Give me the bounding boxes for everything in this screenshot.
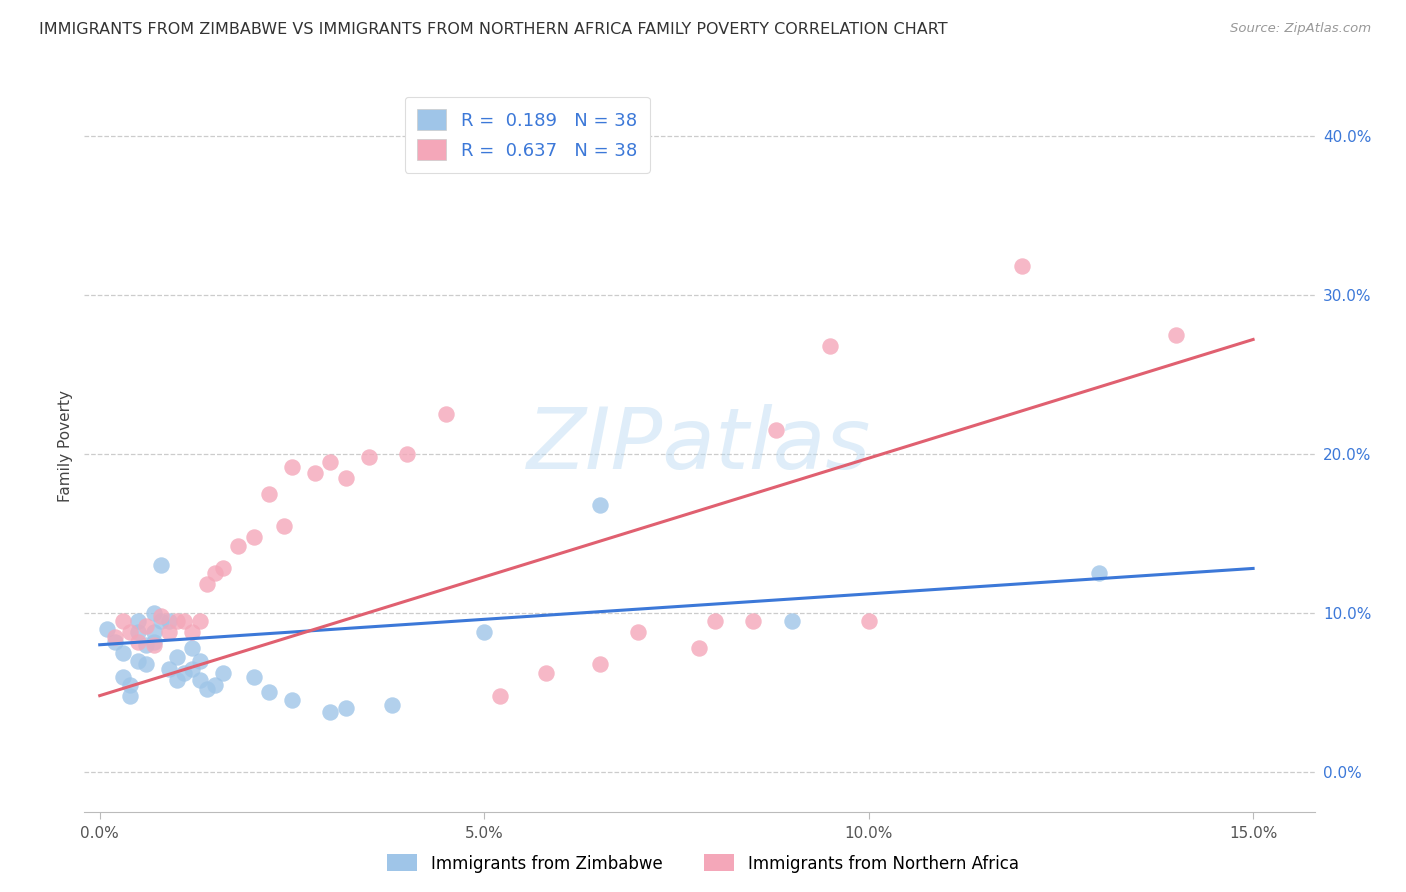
- Point: [765, 423, 787, 437]
- Point: [181, 662, 204, 676]
- Point: [142, 638, 165, 652]
- Text: Source: ZipAtlas.com: Source: ZipAtlas.com: [1230, 22, 1371, 36]
- Point: [689, 640, 711, 655]
- Point: [135, 657, 157, 671]
- Point: [335, 701, 357, 715]
- Text: IMMIGRANTS FROM ZIMBABWE VS IMMIGRANTS FROM NORTHERN AFRICA FAMILY POVERTY CORRE: IMMIGRANTS FROM ZIMBABWE VS IMMIGRANTS F…: [39, 22, 948, 37]
- Point: [396, 447, 419, 461]
- Point: [188, 614, 211, 628]
- Point: [142, 634, 165, 648]
- Point: [304, 466, 326, 480]
- Point: [120, 625, 142, 640]
- Point: [319, 705, 342, 719]
- Point: [204, 677, 226, 691]
- Point: [1088, 566, 1111, 581]
- Point: [111, 669, 134, 683]
- Point: [111, 646, 134, 660]
- Point: [166, 614, 188, 628]
- Point: [150, 558, 173, 573]
- Text: ZIPatlas: ZIPatlas: [527, 404, 872, 488]
- Point: [188, 654, 211, 668]
- Point: [273, 518, 295, 533]
- Point: [135, 638, 157, 652]
- Point: [257, 486, 280, 500]
- Point: [281, 693, 304, 707]
- Point: [588, 498, 610, 512]
- Point: [381, 698, 404, 713]
- Point: [142, 606, 165, 620]
- Point: [197, 577, 219, 591]
- Point: [335, 471, 357, 485]
- Point: [127, 625, 149, 640]
- Legend: R =  0.189   N = 38, R =  0.637   N = 38: R = 0.189 N = 38, R = 0.637 N = 38: [405, 96, 650, 173]
- Point: [142, 625, 165, 640]
- Point: [627, 625, 650, 640]
- Point: [818, 339, 841, 353]
- Point: [157, 662, 180, 676]
- Point: [257, 685, 280, 699]
- Point: [780, 614, 803, 628]
- Point: [181, 640, 204, 655]
- Point: [588, 657, 610, 671]
- Point: [703, 614, 725, 628]
- Point: [488, 689, 510, 703]
- Point: [197, 682, 219, 697]
- Point: [120, 677, 142, 691]
- Point: [127, 634, 149, 648]
- Point: [188, 673, 211, 687]
- Point: [173, 614, 195, 628]
- Point: [166, 650, 188, 665]
- Point: [1166, 327, 1188, 342]
- Y-axis label: Family Poverty: Family Poverty: [58, 390, 73, 502]
- Point: [858, 614, 880, 628]
- Point: [434, 407, 457, 421]
- Point: [135, 618, 157, 632]
- Point: [204, 566, 226, 581]
- Point: [357, 450, 380, 464]
- Point: [96, 622, 118, 636]
- Point: [181, 625, 204, 640]
- Point: [166, 673, 188, 687]
- Point: [242, 530, 264, 544]
- Point: [150, 614, 173, 628]
- Point: [742, 614, 765, 628]
- Point: [157, 625, 180, 640]
- Point: [120, 689, 142, 703]
- Point: [150, 609, 173, 624]
- Point: [127, 614, 149, 628]
- Legend: Immigrants from Zimbabwe, Immigrants from Northern Africa: Immigrants from Zimbabwe, Immigrants fro…: [381, 847, 1025, 880]
- Point: [211, 666, 233, 681]
- Point: [157, 614, 180, 628]
- Point: [319, 455, 342, 469]
- Point: [242, 669, 264, 683]
- Point: [281, 459, 304, 474]
- Point: [472, 625, 495, 640]
- Point: [104, 634, 127, 648]
- Point: [226, 539, 249, 553]
- Point: [211, 561, 233, 575]
- Point: [173, 666, 195, 681]
- Point: [104, 630, 127, 644]
- Point: [111, 614, 134, 628]
- Point: [1011, 260, 1033, 274]
- Point: [127, 654, 149, 668]
- Point: [534, 666, 557, 681]
